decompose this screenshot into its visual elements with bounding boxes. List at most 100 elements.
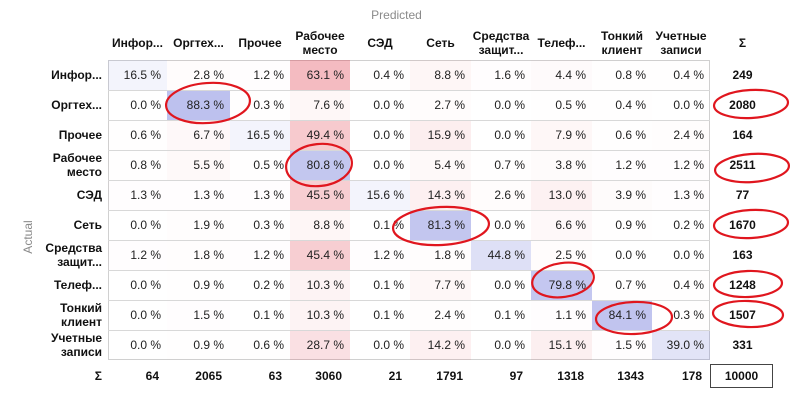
matrix-cell: 0.4 % [373,68,404,82]
matrix-cell: 84.1 % [592,300,652,330]
row-sum: 77 [735,188,750,202]
matrix-cell: 0.0 % [130,278,161,292]
matrix-cell: 0.5 % [555,98,586,112]
row-sum: 331 [732,338,753,352]
matrix-cell: 2.6 % [494,188,525,202]
row-header: Сеть [73,218,102,232]
row-divider [108,240,710,241]
row-sum: 1248 [729,278,756,292]
column-sum: 97 [509,369,523,383]
row-sum: 1507 [729,308,756,322]
matrix-cell: 0.4 % [673,68,704,82]
column-sum: 21 [388,369,402,383]
matrix-cell: 0.4 % [615,98,646,112]
matrix-cell: 0.0 % [373,338,404,352]
matrix-cell: 0.0 % [130,218,161,232]
matrix-cell: 3.8 % [555,158,586,172]
row-divider [108,210,710,211]
matrix-cell: 0.0 % [494,218,525,232]
sum-row-header: Σ [94,369,102,383]
column-header: Тонкий клиент [601,29,643,57]
matrix-cell: 81.3 % [410,210,471,240]
matrix-cell: 0.0 % [494,278,525,292]
matrix-cell: 0.0 % [130,308,161,322]
matrix-cell: 0.1 % [373,218,404,232]
matrix-cell: 6.7 % [167,120,230,150]
column-header: Инфор... [112,36,163,50]
column-sum: 1343 [617,369,644,383]
matrix-cell: 15.9 % [410,120,471,150]
matrix-cell: 1.5 % [615,338,646,352]
row-divider [108,120,710,121]
matrix-cell: 0.9 % [193,338,224,352]
matrix-cell: 0.9 % [193,278,224,292]
row-divider [108,180,710,181]
matrix-cell: 0.8 % [615,68,646,82]
matrix-cell: 88.3 % [167,90,230,120]
column-sum: 2065 [195,369,222,383]
matrix-cell: 0.9 % [615,218,646,232]
matrix-cell: 0.0 % [373,98,404,112]
matrix-cell: 1.2 % [253,248,284,262]
row-header: Оргтех... [51,98,102,112]
matrix-cell: 0.0 % [130,98,161,112]
matrix-cell: 8.8 % [290,210,350,240]
grand-total: 10000 [710,364,773,388]
row-header: СЭД [76,188,102,202]
matrix-cell: 3.9 % [615,188,646,202]
matrix-cell: 1.2 % [130,248,161,262]
matrix-cell: 1.3 % [253,188,284,202]
matrix-cell: 14.3 % [410,180,471,210]
matrix-cell: 0.7 % [494,158,525,172]
row-divider [108,300,710,301]
matrix-cell: 14.2 % [410,330,471,360]
matrix-cell: 0.7 % [615,278,646,292]
matrix-cell: 0.2 % [673,218,704,232]
matrix-cell: 13.0 % [531,180,592,210]
row-header: Средства защит... [45,241,102,269]
matrix-cell: 0.0 % [494,338,525,352]
matrix-cell: 1.9 % [193,218,224,232]
matrix-cell: 0.6 % [615,128,646,142]
matrix-cell: 63.1 % [290,60,350,90]
matrix-cell: 49.4 % [290,120,350,150]
row-divider [108,330,710,331]
matrix-cell: 0.0 % [494,128,525,142]
matrix-cell: 7.9 % [531,120,592,150]
matrix-cell: 15.1 % [531,330,592,360]
matrix-cell: 0.6 % [253,338,284,352]
matrix-cell: 28.7 % [290,330,350,360]
matrix-cell: 4.4 % [531,60,592,90]
matrix-cell: 0.0 % [673,248,704,262]
matrix-cell: 6.6 % [531,210,592,240]
matrix-cell: 7.7 % [410,270,471,300]
matrix-cell: 80.8 % [290,150,350,180]
sum-column-header: Σ [738,36,747,50]
matrix-cell: 5.4 % [410,150,471,180]
matrix-cell: 0.5 % [253,158,284,172]
matrix-cell: 1.3 % [673,188,704,202]
matrix-cell: 0.3 % [673,308,704,322]
matrix-cell: 1.2 % [673,158,704,172]
row-divider [108,150,710,151]
column-header: Прочее [238,36,282,50]
matrix-cell: 0.0 % [373,128,404,142]
matrix-cell: 2.8 % [193,68,224,82]
matrix-cell: 0.1 % [373,278,404,292]
matrix-cell: 1.5 % [193,308,224,322]
row-sum: 2080 [729,98,756,112]
matrix-cell: 44.8 % [471,240,531,270]
row-header: Телеф... [53,278,102,292]
matrix-cell: 1.8 % [434,248,465,262]
column-sum: 63 [268,369,282,383]
matrix-cell: 0.0 % [494,98,525,112]
matrix-cell: 1.3 % [193,188,224,202]
matrix-cell: 10.3 % [290,300,350,330]
column-header: Средства защит... [472,29,530,57]
matrix-cell: 0.4 % [673,278,704,292]
row-sum: 163 [732,248,753,262]
matrix-cell: 1.6 % [494,68,525,82]
row-sum: 164 [732,128,753,142]
matrix-cell: 5.5 % [167,150,230,180]
matrix-cell: 1.2 % [615,158,646,172]
